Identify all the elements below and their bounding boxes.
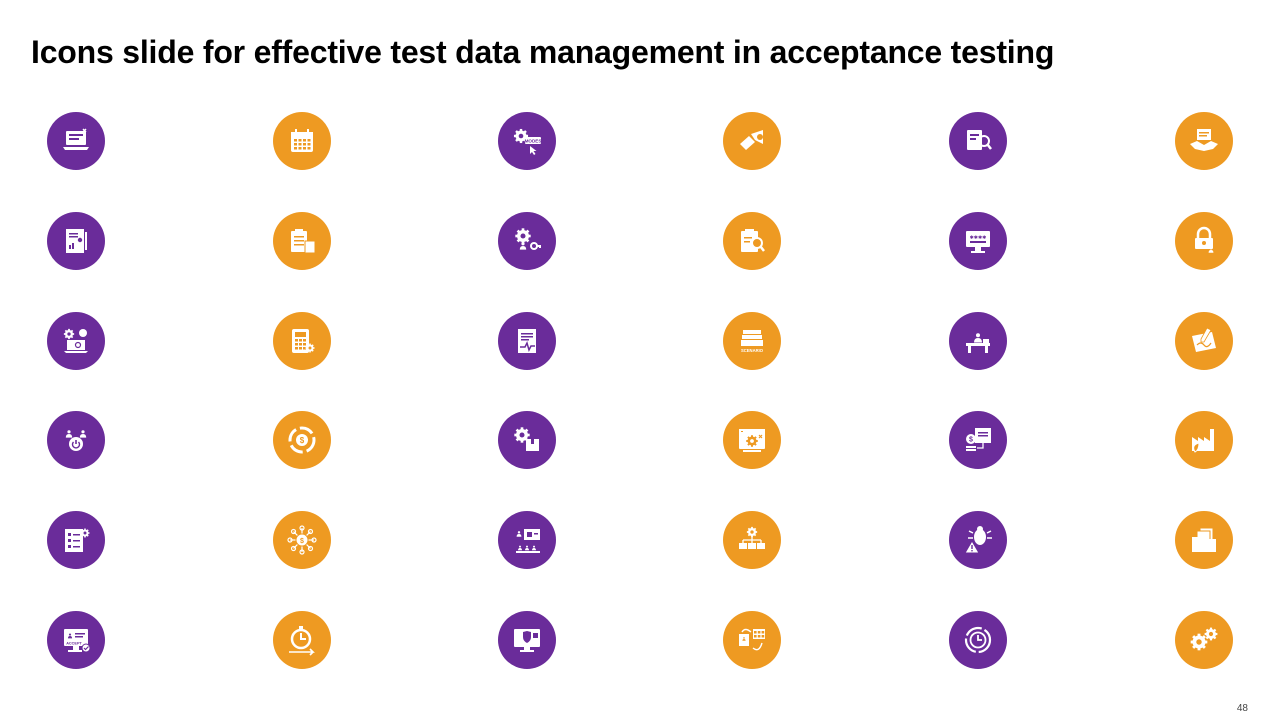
- clipboard-search-icon: [723, 212, 781, 270]
- invoice-chart-icon: [47, 212, 105, 270]
- gear-modes-click-icon: MODES: [498, 112, 556, 170]
- page-number: 48: [1236, 703, 1248, 714]
- svg-text:SCENARIO: SCENARIO: [741, 348, 764, 353]
- checklist-gear-icon: [47, 511, 105, 569]
- money-cycle-icon: $: [273, 411, 331, 469]
- gear-person-key-icon: [498, 212, 556, 270]
- slide-title: Icons slide for effective test data mana…: [31, 34, 1055, 70]
- presentation-audience-icon: [498, 511, 556, 569]
- calendar-icon: [273, 112, 331, 170]
- svg-text:$: $: [300, 538, 304, 545]
- contract-signing-icon: [1175, 312, 1233, 370]
- money-screen-icon: $: [949, 411, 1007, 469]
- hierarchy-gear-icon: [723, 511, 781, 569]
- money-network-icon: $: [273, 511, 331, 569]
- gears-icon: [1175, 611, 1233, 669]
- calculator-gear-icon: [273, 312, 331, 370]
- svg-text:ACCEPT: ACCEPT: [66, 642, 82, 646]
- monitor-shield-icon: [498, 611, 556, 669]
- laptop-gears-globe-icon: [47, 312, 105, 370]
- monitor-accept-icon: ACCEPT: [47, 611, 105, 669]
- handshake-document-icon: [1175, 112, 1233, 170]
- clipboard-calculator-icon: [273, 212, 331, 270]
- stopwatch-arrow-icon: [273, 611, 331, 669]
- folder-documents-icon: [1175, 511, 1233, 569]
- monitor-password-icon: ✱✱✱✱: [949, 212, 1007, 270]
- gear-box-icon: [498, 411, 556, 469]
- laptop-checklist-icon: [47, 112, 105, 170]
- bug-warning-icon: [949, 511, 1007, 569]
- factory-leaf-icon: [1175, 411, 1233, 469]
- svg-text:MODES: MODES: [525, 139, 542, 144]
- data-transfer-icon: [723, 611, 781, 669]
- padlock-person-icon: [1175, 212, 1233, 270]
- svg-text:✱✱✱✱: ✱✱✱✱: [970, 235, 987, 241]
- browser-gear-checklist-icon: [723, 411, 781, 469]
- clock-refresh-icon: [949, 611, 1007, 669]
- document-pulse-icon: [498, 312, 556, 370]
- team-power-icon: [47, 411, 105, 469]
- person-at-desk-icon: [949, 312, 1007, 370]
- document-search-icon: [949, 112, 1007, 170]
- svg-text:$: $: [969, 437, 973, 444]
- stack-scenario-icon: SCENARIO: [723, 312, 781, 370]
- svg-text:$: $: [300, 436, 305, 445]
- handshake-megaphone-icon: [723, 112, 781, 170]
